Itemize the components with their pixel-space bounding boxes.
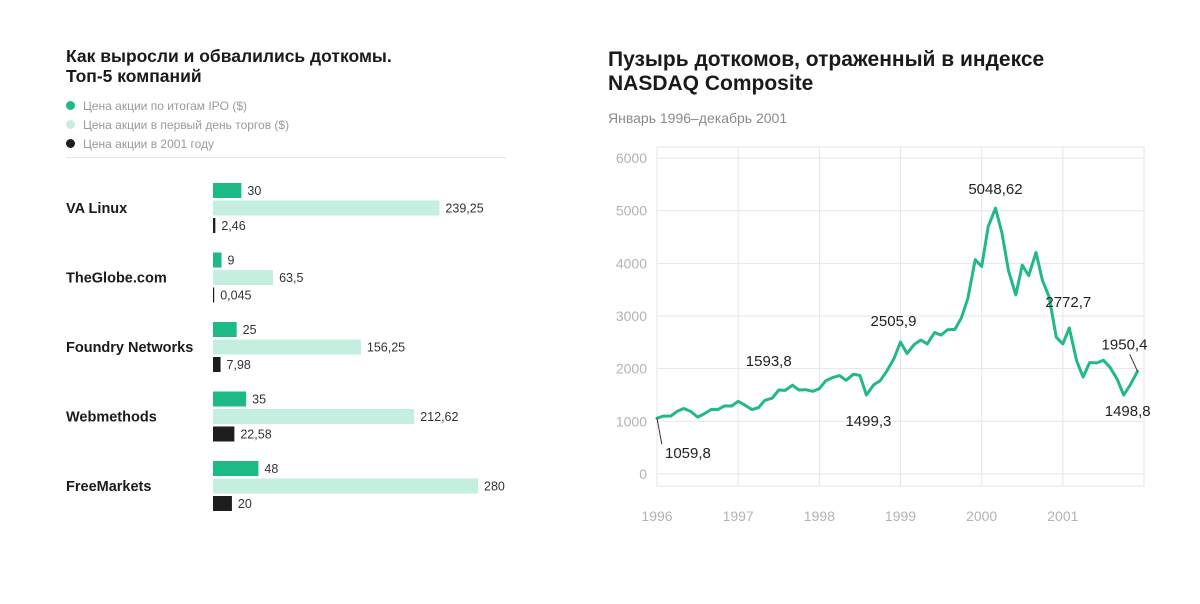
legend-dot-2001 [66, 139, 75, 148]
line-chart-panel: Пузырь доткомов, отраженный в индексе NA… [560, 0, 1200, 604]
legend-item-2001: Цена акции в 2001 году [66, 134, 289, 153]
bar [213, 218, 216, 233]
line-chart-title-line1: Пузырь доткомов, отраженный в индексе [608, 48, 1045, 71]
x-tick-label: 1998 [804, 508, 835, 524]
bar-value-label: 63,5 [279, 271, 303, 285]
legend-item-ipo: Цена акции по итогам IPO ($) [66, 96, 289, 115]
x-tick-label: 2000 [966, 508, 997, 524]
annotation-label: 5048,62 [968, 181, 1022, 198]
legend-label-ipo: Цена акции по итогам IPO ($) [83, 98, 248, 113]
annotation-leader [656, 418, 663, 445]
line-chart-title-line2: NASDAQ Composite [608, 72, 814, 96]
category-label: TheGlobe.com [66, 271, 167, 287]
bar [213, 200, 440, 216]
line-chart: 0 1000 2000 3000 4000 5000 6000 1996 1997 1998 199… [616, 146, 1151, 524]
bar-chart-title-line1: Как выросли и обвалились доткомы. [66, 46, 392, 66]
bar-value-label: 7,98 [227, 358, 251, 372]
annotation-label: 2772,7 [1045, 294, 1091, 311]
legend-dot-ipo [66, 101, 75, 110]
legend-label-2001: Цена акции в 2001 году [83, 136, 214, 151]
bar [213, 339, 361, 355]
annotation-label: 1950,4 [1102, 336, 1148, 353]
annotation-label: 2505,9 [871, 313, 917, 330]
bar-value-label: 48 [264, 462, 278, 476]
bar-chart: VA Linux 30 239,25 2,46 TheGlobe.com 9 63,5 0,0… [66, 183, 505, 511]
annotation-label: 1593,8 [746, 353, 792, 370]
y-tick-label: 0 [639, 466, 647, 482]
legend-label-first-day: Цена акции в первый день торгов ($) [83, 117, 290, 132]
bar-value-label: 0,045 [220, 289, 251, 303]
bar [213, 426, 235, 442]
line-chart-title: Пузырь доткомов, отраженный в индексе NA… [608, 48, 1168, 96]
legend-dot-first-day [66, 120, 75, 129]
nasdaq-series-line [655, 206, 1139, 420]
bar [213, 287, 215, 303]
category-label: Webmethods [66, 410, 157, 426]
bar [213, 322, 237, 337]
line-chart-subtitle: Январь 1996–декабрь 2001 [608, 110, 788, 126]
bar-value-label: 30 [247, 184, 261, 198]
x-tick-label: 2001 [1047, 508, 1078, 524]
annotation-label: 1059,8 [665, 445, 711, 462]
bar [213, 496, 232, 511]
y-tick-label: 6000 [616, 150, 647, 166]
y-tick-label: 4000 [616, 255, 647, 271]
bar-value-label: 280 [484, 480, 505, 494]
category-label: VA Linux [66, 201, 127, 217]
bar-value-label: 25 [243, 323, 257, 337]
bar-chart-legend: Цена акции по итогам IPO ($) Цена акции … [66, 96, 289, 153]
bar [213, 461, 259, 476]
legend-item-first-day: Цена акции в первый день торгов ($) [66, 115, 289, 134]
bar-value-label: 22,58 [240, 428, 271, 442]
bar-value-label: 212,62 [420, 410, 458, 424]
bar-value-label: 35 [252, 393, 266, 407]
bar-value-label: 156,25 [367, 341, 405, 355]
annotation-label: 1499,3 [845, 413, 891, 430]
bar [213, 478, 478, 494]
y-tick-label: 5000 [616, 203, 647, 219]
bar [213, 183, 242, 198]
bar [213, 409, 415, 424]
bar-value-label: 2,46 [221, 219, 245, 233]
bar-chart-panel: Как выросли и обвалились доткомы. Топ-5 … [0, 0, 560, 604]
annotation-label: 1498,8 [1105, 403, 1151, 420]
category-label: FreeMarkets [66, 479, 151, 495]
bar-value-label: 239,25 [445, 202, 483, 216]
bar [213, 391, 247, 407]
bar [213, 270, 274, 285]
plot-frame [656, 146, 1145, 487]
bar-value-label: 9 [228, 254, 235, 268]
y-tick-label: 2000 [616, 361, 647, 377]
y-tick-label: 3000 [616, 308, 647, 324]
category-label: Foundry Networks [66, 340, 193, 356]
bar [213, 252, 222, 268]
y-tick-label: 1000 [616, 413, 647, 429]
bar [213, 357, 221, 372]
annotation-leader [1129, 354, 1138, 372]
legend-divider [66, 157, 506, 158]
bar-value-label: 20 [238, 497, 252, 511]
x-tick-label: 1996 [641, 508, 672, 524]
x-tick-label: 1999 [885, 508, 916, 524]
x-tick-label: 1997 [723, 508, 754, 524]
bar-chart-title-line2: Топ-5 компаний [66, 66, 202, 87]
bar-chart-title: Как выросли и обвалились доткомы. Топ-5 … [66, 46, 486, 86]
